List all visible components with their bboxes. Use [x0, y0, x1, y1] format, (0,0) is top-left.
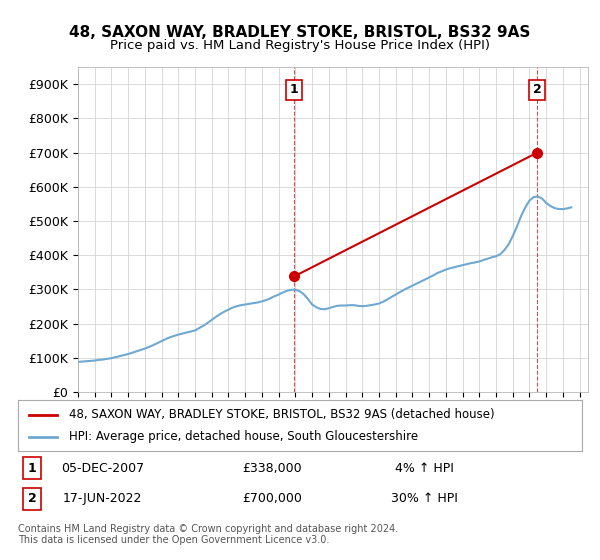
Text: 2: 2 — [533, 83, 542, 96]
Text: Price paid vs. HM Land Registry's House Price Index (HPI): Price paid vs. HM Land Registry's House … — [110, 39, 490, 52]
Text: 17-JUN-2022: 17-JUN-2022 — [63, 492, 142, 505]
Text: 48, SAXON WAY, BRADLEY STOKE, BRISTOL, BS32 9AS (detached house): 48, SAXON WAY, BRADLEY STOKE, BRISTOL, B… — [69, 408, 494, 421]
Text: Contains HM Land Registry data © Crown copyright and database right 2024.
This d: Contains HM Land Registry data © Crown c… — [18, 524, 398, 545]
Text: 4% ↑ HPI: 4% ↑ HPI — [395, 461, 454, 474]
Text: HPI: Average price, detached house, South Gloucestershire: HPI: Average price, detached house, Sout… — [69, 430, 418, 443]
Text: £338,000: £338,000 — [242, 461, 302, 474]
Text: 2: 2 — [28, 492, 37, 505]
Text: 30% ↑ HPI: 30% ↑ HPI — [391, 492, 458, 505]
Text: £700,000: £700,000 — [242, 492, 302, 505]
Text: 48, SAXON WAY, BRADLEY STOKE, BRISTOL, BS32 9AS: 48, SAXON WAY, BRADLEY STOKE, BRISTOL, B… — [70, 25, 530, 40]
Text: 05-DEC-2007: 05-DEC-2007 — [61, 461, 144, 474]
Text: 1: 1 — [290, 83, 298, 96]
Text: 1: 1 — [28, 461, 37, 474]
